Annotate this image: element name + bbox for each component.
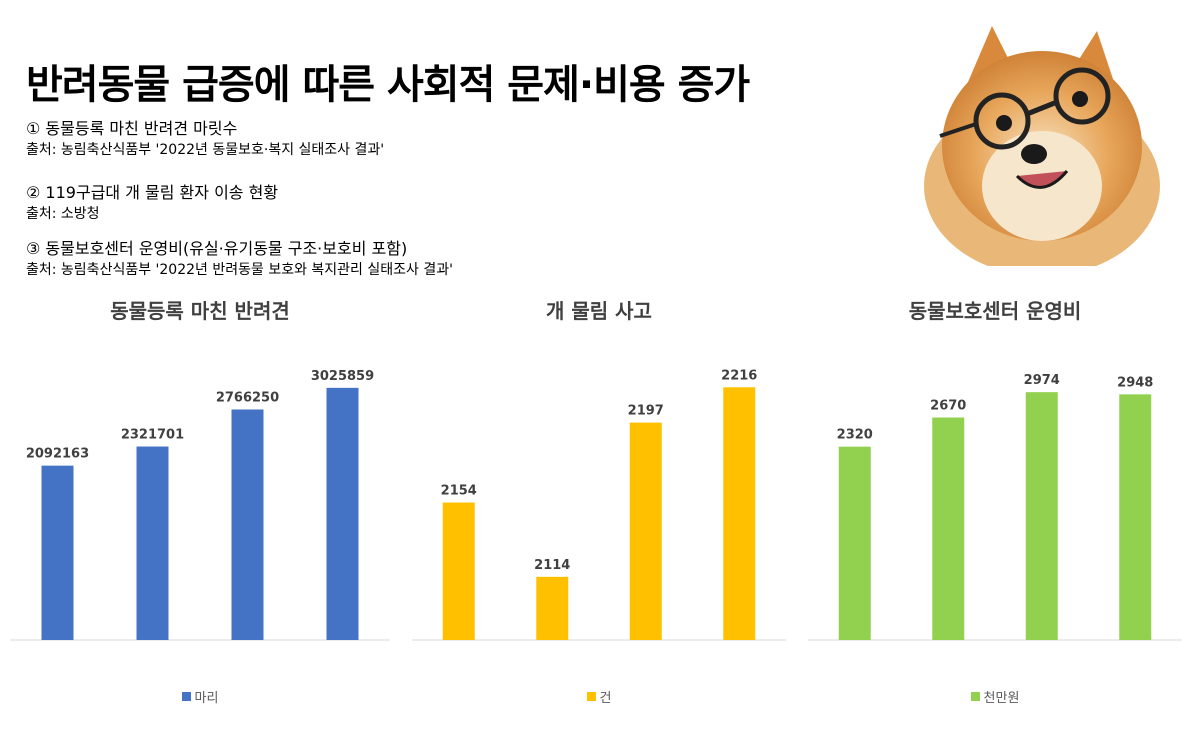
pomeranian-with-glasses-icon (924, 26, 1160, 266)
source-heading: ② 119구급대 개 물림 환자 이송 현황 (26, 183, 279, 202)
data-label: 2321701 (121, 428, 184, 443)
bar (536, 576, 569, 640)
data-label: 2320 (837, 428, 873, 443)
bar (1025, 392, 1058, 640)
chart-dog-bites: 개 물림 사고 21542019년21142020년21972021년22162… (402, 295, 796, 715)
bar (629, 422, 662, 640)
data-label: 2948 (1117, 375, 1153, 390)
chart-plot: 20921632019년23217012020년27662502021년3025… (10, 369, 390, 641)
source-note: 출처: 농림축산식품부 '2022년 동물보호·복지 실태조사 결과' (26, 142, 385, 158)
data-label: 2197 (628, 404, 664, 419)
data-label: 2216 (721, 368, 757, 383)
legend-label: 건 (599, 691, 612, 706)
data-label: 2114 (534, 558, 570, 573)
legend: 마리 (0, 687, 400, 706)
bar (838, 446, 871, 640)
legend-swatch (181, 692, 191, 701)
source-block-2: ② 119구급대 개 물림 환자 이송 현황 출처: 소방청 (26, 182, 278, 224)
data-label: 2974 (1024, 373, 1060, 388)
bar (932, 417, 965, 640)
bar (41, 465, 74, 640)
chart-title: 동물보호센터 운영비 (908, 299, 1082, 323)
legend-swatch (586, 692, 596, 701)
bar (723, 387, 756, 640)
chart-title: 동물등록 마친 반려견 (110, 299, 290, 323)
bar (442, 502, 475, 640)
chart-plot: 23202019년26702020년29742021년29482022년 (808, 373, 1182, 641)
source-heading: ① 동물등록 마친 반려견 마릿수 (26, 119, 238, 138)
legend-swatch (970, 692, 980, 701)
legend-label: 마리 (194, 691, 219, 706)
source-block-3: ③ 동물보호센터 운영비(유실·유기동물 구조·보호비 포함) 출처: 농림축산… (26, 238, 453, 280)
chart-shelter-cost: 동물보호센터 운영비 23202019년26702020년29742021년29… (798, 295, 1192, 715)
bar (136, 446, 169, 640)
legend-label: 천만원 (983, 691, 1020, 706)
data-label: 2154 (441, 484, 477, 499)
bar (231, 409, 264, 640)
source-note: 출처: 소방청 (26, 206, 100, 222)
source-note: 출처: 농림축산식품부 '2022년 반려동물 보호와 복지관리 실태조사 결과… (26, 262, 453, 278)
data-label: 2092163 (26, 447, 89, 462)
chart-title: 개 물림 사고 (546, 299, 652, 323)
data-label: 2670 (930, 399, 966, 414)
source-heading: ③ 동물보호센터 운영비(유실·유기동물 구조·보호비 포함) (26, 239, 408, 258)
data-label: 2766250 (216, 390, 279, 405)
page-title: 반려동물 급증에 따른 사회적 문제·비용 증가 (26, 62, 750, 108)
source-block-1: ① 동물등록 마친 반려견 마릿수 출처: 농림축산식품부 '2022년 동물보… (26, 118, 384, 160)
chart-plot: 21542019년21142020년21972021년22162022년 (412, 368, 786, 641)
chart-registered-dogs: 동물등록 마친 반려견 20921632019년23217012020년2766… (0, 295, 400, 715)
bar (1119, 394, 1152, 640)
data-label: 3025859 (311, 369, 374, 384)
legend: 건 (402, 687, 796, 706)
legend: 천만원 (798, 687, 1192, 706)
bar (326, 387, 359, 640)
